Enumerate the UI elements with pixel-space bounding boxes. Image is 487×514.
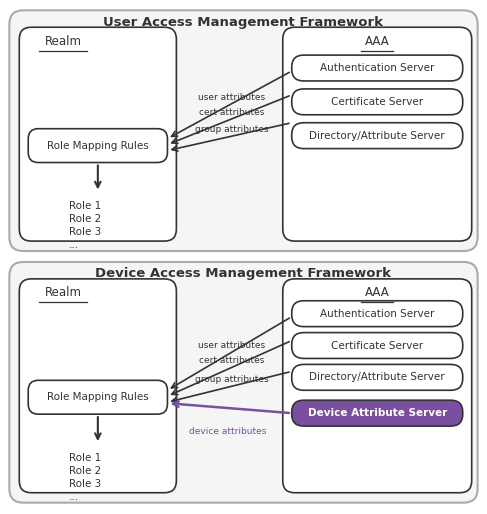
Text: Role 2: Role 2 bbox=[69, 466, 101, 476]
Text: Role 1: Role 1 bbox=[69, 201, 101, 211]
Text: cert attributes: cert attributes bbox=[199, 356, 264, 365]
Text: cert attributes: cert attributes bbox=[199, 108, 264, 117]
Text: AAA: AAA bbox=[365, 286, 390, 299]
Text: user attributes: user attributes bbox=[198, 93, 265, 102]
Text: AAA: AAA bbox=[365, 34, 390, 48]
Text: Role Mapping Rules: Role Mapping Rules bbox=[47, 141, 149, 151]
Text: User Access Management Framework: User Access Management Framework bbox=[103, 16, 383, 29]
Text: Role 3: Role 3 bbox=[69, 227, 101, 237]
Text: Role 2: Role 2 bbox=[69, 214, 101, 224]
FancyBboxPatch shape bbox=[283, 27, 472, 241]
Text: Authentication Server: Authentication Server bbox=[320, 309, 434, 319]
Text: ...: ... bbox=[69, 240, 79, 250]
Text: user attributes: user attributes bbox=[198, 341, 265, 351]
FancyBboxPatch shape bbox=[292, 333, 463, 358]
FancyBboxPatch shape bbox=[9, 262, 478, 503]
Text: Certificate Server: Certificate Server bbox=[331, 340, 423, 351]
Text: Realm: Realm bbox=[44, 286, 81, 299]
Text: Device Attribute Server: Device Attribute Server bbox=[308, 408, 447, 418]
FancyBboxPatch shape bbox=[292, 301, 463, 326]
Text: Realm: Realm bbox=[44, 34, 81, 48]
Text: Directory/Attribute Server: Directory/Attribute Server bbox=[309, 372, 445, 382]
FancyBboxPatch shape bbox=[28, 380, 168, 414]
FancyBboxPatch shape bbox=[28, 128, 168, 162]
Text: Authentication Server: Authentication Server bbox=[320, 63, 434, 73]
FancyBboxPatch shape bbox=[19, 279, 176, 493]
FancyBboxPatch shape bbox=[292, 364, 463, 390]
Text: Device Access Management Framework: Device Access Management Framework bbox=[95, 267, 391, 281]
FancyBboxPatch shape bbox=[292, 89, 463, 115]
FancyBboxPatch shape bbox=[292, 55, 463, 81]
FancyBboxPatch shape bbox=[292, 123, 463, 149]
Text: Certificate Server: Certificate Server bbox=[331, 97, 423, 107]
Text: Directory/Attribute Server: Directory/Attribute Server bbox=[309, 131, 445, 141]
Text: group attributes: group attributes bbox=[195, 375, 268, 384]
Text: ...: ... bbox=[69, 492, 79, 502]
Text: Role 1: Role 1 bbox=[69, 453, 101, 463]
Text: Role Mapping Rules: Role Mapping Rules bbox=[47, 392, 149, 402]
Text: device attributes: device attributes bbox=[189, 427, 267, 435]
Text: Role 3: Role 3 bbox=[69, 479, 101, 489]
Text: group attributes: group attributes bbox=[195, 125, 268, 134]
FancyBboxPatch shape bbox=[19, 27, 176, 241]
FancyBboxPatch shape bbox=[9, 10, 478, 251]
FancyBboxPatch shape bbox=[283, 279, 472, 493]
FancyBboxPatch shape bbox=[292, 400, 463, 426]
